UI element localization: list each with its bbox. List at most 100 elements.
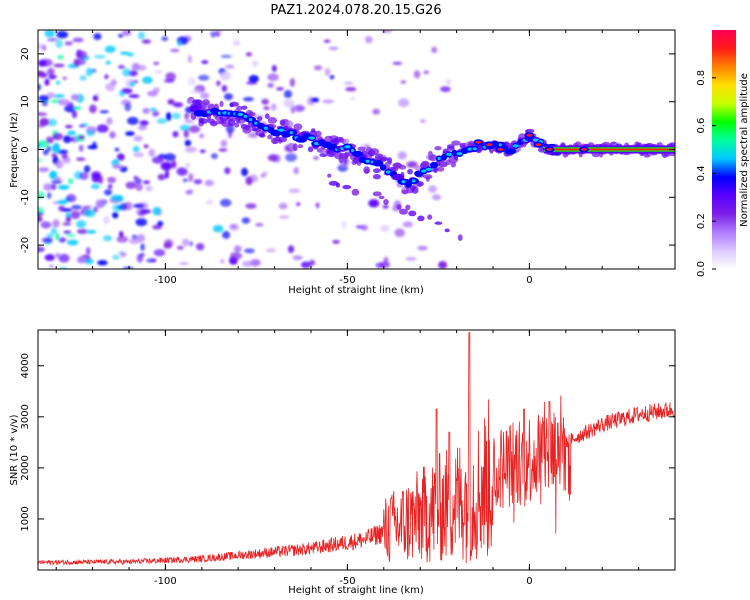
spectrogram-ridge-halo bbox=[242, 126, 252, 134]
snr-y-tick-label: 2000 bbox=[20, 455, 31, 480]
spectrogram-ridge-halo bbox=[433, 166, 438, 174]
spectrogram-noise-blob bbox=[38, 167, 50, 173]
spectrogram-noise-blob bbox=[221, 85, 228, 92]
spectrogram-noise-blob bbox=[93, 33, 102, 40]
spectrogram-noise-blob bbox=[78, 124, 86, 128]
spectrogram-noise-blob bbox=[296, 202, 301, 207]
spectrogram-noise-blob bbox=[137, 31, 146, 40]
spectrogram-noise-blob bbox=[70, 210, 81, 220]
spectrogram-branch-blob bbox=[408, 210, 417, 217]
spectrogram-node-inner bbox=[535, 143, 542, 147]
spectrogram-noise-blob bbox=[313, 65, 323, 71]
spectrogram-noise-blob bbox=[267, 73, 279, 82]
spectrogram-noise-blob bbox=[122, 30, 132, 36]
spectrogram-noise-blob bbox=[160, 161, 173, 171]
spectrogram-noise-blob bbox=[149, 107, 157, 112]
spectrogram-noise-blob bbox=[133, 152, 145, 158]
spectrogram-noise-blob bbox=[79, 172, 89, 180]
spectrogram-noise-blob bbox=[46, 118, 58, 127]
spectrogram-noise-blob bbox=[128, 238, 140, 244]
spectrogram-noise-blob bbox=[47, 37, 58, 42]
spectrogram-y-label: Frequency (Hz) bbox=[9, 112, 20, 188]
spectrogram-noise-blob bbox=[52, 219, 60, 228]
spectrogram-noise-blob bbox=[73, 58, 81, 67]
spectrogram-noise-blob bbox=[99, 110, 109, 114]
spectrogram-branch-blob bbox=[351, 188, 360, 196]
spectrogram-noise-blob bbox=[110, 194, 122, 202]
spectrogram-ridge-halo bbox=[398, 164, 406, 170]
spectrogram-ridge-peak bbox=[425, 167, 433, 171]
spectrogram-noise-blob bbox=[76, 157, 86, 161]
spectrogram-noise-blob bbox=[47, 67, 55, 75]
spectrogram-ridge-halo bbox=[369, 148, 380, 156]
spectrogram-ridge-halo bbox=[278, 136, 287, 143]
spectrogram-noise-blob bbox=[42, 44, 46, 51]
spectrogram-noise-blob bbox=[142, 107, 150, 114]
spectrogram-noise-blob bbox=[139, 120, 149, 126]
spectrogram-ridge-halo bbox=[297, 144, 304, 149]
spectrogram-noise-blob bbox=[288, 188, 301, 193]
spectrogram-noise-blob bbox=[262, 171, 268, 176]
spectrogram-ridge-halo bbox=[411, 186, 419, 194]
spectrogram-noise-blob bbox=[220, 198, 232, 207]
spectrogram-branch-blob bbox=[327, 173, 332, 178]
spectrogram-noise-blob bbox=[170, 48, 180, 53]
spectrogram-ridge-halo bbox=[199, 118, 209, 124]
spectrogram-noise-blob bbox=[417, 245, 428, 251]
spectrogram-noise-blob bbox=[400, 80, 406, 84]
snr-x-label: Height of straight line (km) bbox=[288, 585, 424, 596]
spectrogram-branch-blob bbox=[444, 228, 450, 233]
spectrogram-noise-blob bbox=[38, 191, 45, 200]
spectrogram-noise-blob bbox=[38, 83, 41, 91]
spectrogram-noise-blob bbox=[245, 176, 253, 186]
spectrogram-noise-blob bbox=[164, 169, 170, 179]
spectrogram-noise-blob bbox=[350, 96, 355, 101]
spectrogram-noise-blob bbox=[292, 255, 303, 261]
spectrogram-noise-blob bbox=[56, 199, 68, 205]
spectrogram-noise-blob bbox=[245, 52, 252, 57]
spectrogram-noise-blob bbox=[154, 70, 163, 74]
spectrogram-noise-blob bbox=[283, 89, 293, 99]
spectrogram-noise-blob bbox=[267, 154, 279, 162]
spectrogram-noise-blob bbox=[53, 94, 65, 98]
spectrogram-noise-blob bbox=[43, 183, 52, 191]
spectrogram-ridge-halo bbox=[264, 113, 270, 119]
spectrogram-ridge-halo bbox=[311, 128, 316, 133]
spectrogram-noise-blob bbox=[118, 65, 126, 69]
spectrogram-ridge-halo bbox=[357, 146, 366, 151]
spectrogram-ridge-core bbox=[379, 164, 387, 171]
spectrogram-noise-blob bbox=[210, 153, 218, 160]
spectrogram-noise-blob bbox=[402, 221, 413, 228]
spectrogram-ridge-peak bbox=[385, 170, 391, 174]
spectrogram-noise-blob bbox=[267, 82, 274, 88]
spectrogram-noise-blob bbox=[185, 146, 197, 153]
spectrogram-ridge-peak bbox=[254, 121, 258, 125]
spectrogram-noise-blob bbox=[279, 215, 290, 219]
spectrogram-ridge-peak bbox=[421, 169, 427, 173]
spectrogram-noise-blob bbox=[245, 203, 257, 209]
spectrogram-node-inner bbox=[526, 133, 533, 137]
spectrogram-noise-blob bbox=[76, 256, 87, 264]
spectrogram-noise-blob bbox=[65, 233, 76, 237]
spectrogram-noise-blob bbox=[134, 178, 142, 184]
spectrogram-noise-blob bbox=[38, 95, 50, 102]
spectrogram-noise-blob bbox=[71, 204, 82, 210]
spectrogram-ridge-halo bbox=[315, 130, 322, 137]
spectrogram-noise-blob bbox=[198, 74, 210, 81]
spectrogram-noise-blob bbox=[38, 70, 45, 77]
spectrogram-noise-blob bbox=[252, 60, 259, 67]
snr-y-tick-label: 3000 bbox=[20, 404, 31, 429]
spectrogram-y-tick-label: -20 bbox=[20, 237, 31, 253]
spectrogram-noise-blob bbox=[182, 178, 188, 183]
spectrogram-noise-blob bbox=[62, 156, 71, 164]
spectrogram-ridge-halo bbox=[257, 116, 263, 122]
spectrogram-ridge-peak bbox=[248, 118, 253, 122]
spectrogram-noise-blob bbox=[97, 260, 108, 266]
spectrogram-noise-blob bbox=[57, 185, 70, 190]
spectrogram-branch-blob bbox=[399, 208, 408, 215]
spectrogram-noise-blob bbox=[57, 55, 64, 60]
snr-series-line bbox=[38, 332, 675, 567]
spectrogram-noise-blob bbox=[195, 243, 205, 251]
spectrogram-noise-blob bbox=[46, 145, 52, 152]
